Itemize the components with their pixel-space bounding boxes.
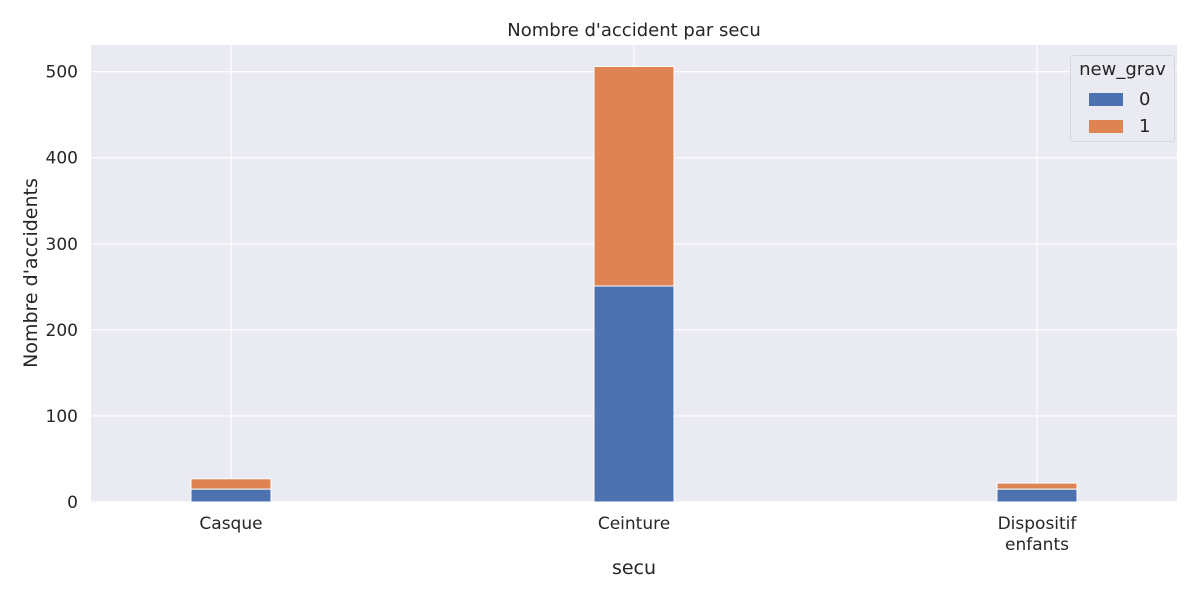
legend-item-1: 1: [1089, 115, 1151, 137]
bar-series-0-2: [996, 488, 1078, 503]
chart-title: Nombre d'accident par secu: [507, 20, 760, 41]
y-tick-labels: 0 100 200 300 400 500: [46, 63, 78, 513]
bar-series-0-1: [593, 285, 675, 503]
x-tick-label: Ceinture: [598, 514, 670, 534]
legend-item-0: 0: [1089, 88, 1151, 110]
legend: new_grav 0 1: [1070, 55, 1175, 142]
legend-title: new_grav: [1079, 59, 1166, 80]
x-tick-label: Dispositif: [998, 514, 1078, 534]
y-tick-label: 100: [46, 407, 78, 427]
y-axis-label: Nombre d'accidents: [20, 178, 42, 368]
y-tick-label: 300: [46, 235, 78, 255]
y-tick-label: 0: [67, 493, 78, 513]
x-axis-label: secu: [612, 557, 656, 579]
bar-series-1-1: [593, 66, 675, 287]
bars: [190, 66, 1078, 503]
legend-swatch-1: [1089, 119, 1123, 133]
legend-swatch-0: [1089, 92, 1123, 106]
legend-label-1: 1: [1139, 115, 1151, 137]
y-tick-label: 500: [46, 63, 78, 83]
bar-series-1-2: [996, 482, 1078, 490]
y-tick-label: 400: [46, 149, 78, 169]
x-tick-label: enfants: [1005, 535, 1069, 555]
bar-series-1-0: [190, 478, 272, 490]
bar-series-0-0: [190, 488, 272, 503]
legend-label-0: 0: [1139, 88, 1151, 110]
x-tick-label: Casque: [199, 514, 262, 534]
y-tick-label: 200: [46, 321, 78, 341]
